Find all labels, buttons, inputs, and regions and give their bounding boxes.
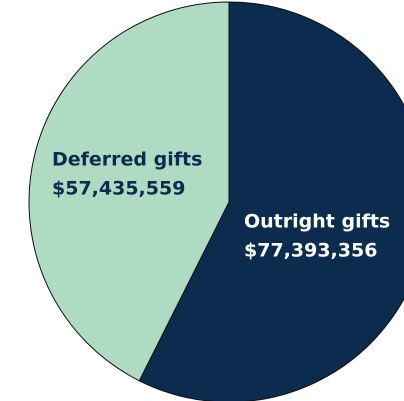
- slice-value-label: $77,393,356: [244, 240, 377, 262]
- pie-slice: [138, 1, 404, 401]
- slice-label: Deferred gifts: [52, 149, 202, 171]
- slice-value-label: $57,435,559: [52, 178, 185, 200]
- pie-slice: [28, 1, 230, 382]
- slice-label: Outright gifts: [244, 211, 390, 233]
